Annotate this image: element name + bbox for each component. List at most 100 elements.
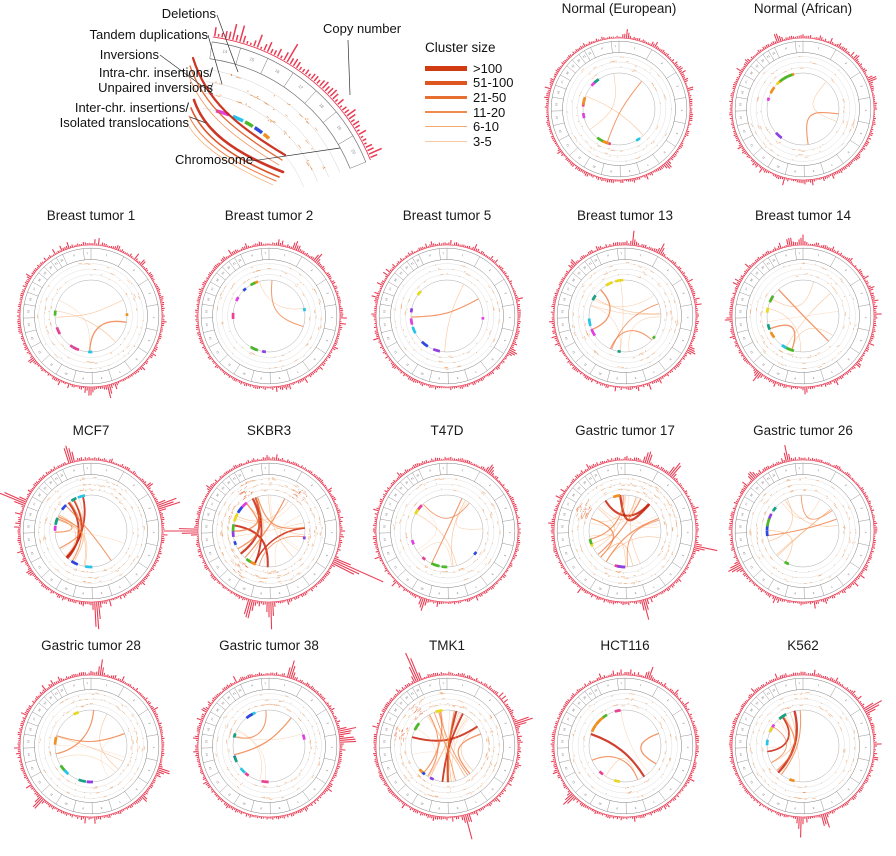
chromosome-segments [232,711,306,784]
copy-number-track [163,454,384,630]
svg-text:4: 4 [152,317,156,319]
svg-text:11: 11 [227,362,232,367]
svg-text:X: X [785,46,788,50]
svg-text:2: 2 [666,483,670,487]
svg-text:7: 7 [652,370,656,374]
chromosome-segments [766,72,795,140]
legend-label-inversions: Inversions [99,47,159,62]
svg-text:16: 16 [384,512,389,516]
svg-text:4: 4 [864,317,868,319]
svg-text:14: 14 [738,116,742,120]
chromosome-segments [413,708,443,781]
svg-text:22: 22 [59,473,64,478]
svg-text:9: 9 [610,169,612,173]
svg-text:4: 4 [330,317,334,319]
svg-text:6: 6 [662,150,666,154]
svg-text:6: 6 [490,357,494,361]
cluster-size-label: 3-5 [473,133,492,149]
svg-text:X: X [601,46,604,50]
copy-number-track [372,456,521,611]
svg-text:14: 14 [738,538,742,542]
svg-text:19: 19 [42,485,47,490]
svg-text:21: 21 [410,476,415,481]
plot-skbr3: SKBR3 1 2 3 4 5 6 7 8 9 10 11 12 13 14 15 16 17 18 19 20 21 2… [163,422,384,630]
svg-text:9: 9 [82,591,84,595]
plot-breast-tumor-1: Breast tumor 1 1 2 3 4 5 6 7 8 9 10 11 12 13 14 15 16 17… [0,207,183,408]
svg-text:12: 12 [565,143,570,148]
svg-text:19: 19 [398,270,403,275]
svg-text:2: 2 [488,483,492,487]
svg-text:20: 20 [350,149,357,156]
svg-text:13: 13 [742,336,747,341]
svg-text:Y: Y [798,44,800,48]
rearrangement-chords [55,710,125,778]
legend-example-circos: 14 15 16 17 18 19 20 [159,14,382,188]
svg-text:22: 22 [593,473,598,478]
plot-gastric-tumor-26: Gastric tumor 26 1 2 3 4 5 6 7 8 9 10 11 12 13 14 15 16… [711,422,895,623]
cluster-size-line-sample [425,111,467,114]
svg-text:6: 6 [668,357,672,361]
svg-text:8: 8 [628,169,631,173]
svg-text:15: 15 [26,309,30,313]
svg-text:14: 14 [26,538,30,542]
copy-number-track [550,666,700,822]
svg-text:9: 9 [794,169,796,173]
svg-text:Y: Y [620,251,622,255]
svg-text:11: 11 [405,577,410,582]
svg-text:3: 3 [860,507,864,510]
svg-text:3: 3 [148,292,152,295]
plot-breast-tumor-13: Breast tumor 13 1 2 3 4 5 6 7 8 9 10 11 12 13 14 15 16 1… [533,207,717,408]
plot-breast-tumor-14: Breast tumor 14 1 2 3 4 5 6 7 8 9 10 11 12 13 14 15 16 1… [711,207,895,408]
svg-text:17: 17 [388,286,393,291]
sv-marks [572,262,679,369]
chromosome-segments [765,506,790,566]
svg-text:17: 17 [297,83,304,90]
sv-marks [394,692,500,799]
svg-text:5: 5 [503,339,507,342]
svg-text:6: 6 [668,572,672,576]
svg-text:2: 2 [666,268,670,272]
chromosome-segments [590,708,621,783]
svg-text:6: 6 [846,572,850,576]
svg-text:16: 16 [28,297,33,301]
svg-text:13: 13 [742,129,747,134]
svg-text:19: 19 [754,63,759,68]
svg-text:1: 1 [462,253,465,257]
svg-text:2: 2 [310,268,314,272]
plot-title: K562 [787,638,819,653]
svg-text:4: 4 [864,110,868,112]
svg-text:10: 10 [592,164,597,169]
svg-text:22: 22 [237,258,242,263]
svg-text:7: 7 [830,163,834,167]
svg-text:18: 18 [393,492,398,497]
copy-number-track [548,451,718,620]
plot-normal-european: Normal (European) 1 2 3 4 5 6 7 8 9 10 11 12 13 14 15 1… [527,0,711,201]
plot-title: HCT116 [600,638,650,653]
plot-title: Breast tumor 14 [754,208,852,223]
svg-text:X: X [251,253,254,257]
svg-text:22: 22 [587,51,592,56]
chromosome-segments [231,501,306,566]
svg-text:17: 17 [566,501,571,506]
copy-number-track [728,445,878,609]
legend-label-inter-chr: Inter-chr. insertions/ Isolated transloc… [0,100,189,130]
svg-text:20: 20 [404,480,409,485]
cluster-size-line-sample [425,81,467,85]
svg-text:3: 3 [860,292,864,295]
svg-text:14: 14 [382,323,386,327]
svg-text:8: 8 [812,376,815,380]
svg-text:18: 18 [749,277,754,282]
svg-text:19: 19 [220,485,225,490]
svg-text:14: 14 [554,116,558,120]
figure-legend: 14 15 16 17 18 19 20 Deletions Tandem duplicat… [0,0,527,207]
svg-text:11: 11 [227,577,232,582]
cluster-size-entry: >100 [425,61,525,76]
